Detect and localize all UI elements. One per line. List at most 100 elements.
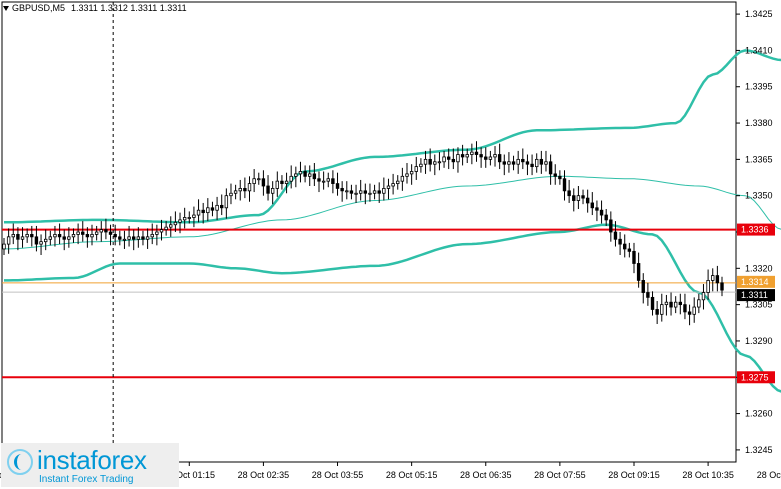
- candle: [535, 153, 539, 173]
- candle: [660, 293, 664, 322]
- candle: [562, 170, 567, 201]
- candle: [2, 238, 6, 255]
- candle: [423, 150, 428, 174]
- candle: [349, 184, 354, 200]
- current-price-tag-box: [737, 289, 775, 302]
- candle-body: [562, 178, 567, 192]
- candle: [692, 297, 696, 323]
- candle-body: [94, 231, 99, 235]
- candle: [11, 223, 15, 245]
- candle: [345, 181, 349, 200]
- y-tick-label: 1.3305: [745, 300, 773, 310]
- candle: [604, 209, 608, 226]
- candle: [720, 276, 724, 297]
- candle: [382, 177, 386, 201]
- candle: [641, 273, 645, 304]
- candle-body: [581, 195, 585, 199]
- bollinger-lower-band: [4, 223, 781, 393]
- candle-body: [701, 292, 706, 301]
- candle: [502, 154, 506, 176]
- instaforex-logo-icon: [7, 449, 33, 475]
- candle: [428, 148, 432, 172]
- candle: [215, 196, 219, 220]
- candle-body: [636, 263, 641, 281]
- candle-body: [196, 209, 201, 216]
- candle-body: [530, 163, 534, 168]
- candle: [488, 150, 493, 166]
- candle-body: [396, 180, 400, 184]
- candle: [20, 227, 25, 248]
- candle-body: [229, 192, 233, 197]
- candle-body: [340, 188, 344, 192]
- candle-body: [627, 248, 632, 252]
- candle: [567, 179, 571, 203]
- candle-body: [247, 183, 252, 192]
- candle-body: [206, 207, 210, 214]
- candle: [280, 175, 284, 190]
- candle: [372, 184, 377, 200]
- dropdown-triangle-icon[interactable]: [3, 5, 9, 11]
- candle: [493, 146, 497, 167]
- candle-body: [692, 306, 696, 315]
- candle: [48, 230, 53, 246]
- candle-body: [25, 234, 29, 238]
- candle-body: [497, 154, 502, 163]
- candle-body: [535, 158, 539, 168]
- candle-body: [39, 241, 43, 245]
- candle: [275, 171, 280, 197]
- candle: [553, 164, 557, 185]
- candle-body: [521, 158, 525, 163]
- candle: [90, 224, 94, 246]
- level-tag-upper-text: 1.3336: [741, 225, 769, 235]
- level-tag-upper: 1.3336: [737, 223, 775, 236]
- candle-body: [261, 178, 266, 187]
- candle: [646, 282, 650, 306]
- candle: [220, 194, 224, 216]
- x-tick-label: 28 Oct 10:35: [682, 470, 734, 480]
- current-price-tag-text: 1.3311: [741, 290, 768, 300]
- candle: [303, 165, 307, 183]
- candle-body: [687, 311, 692, 315]
- candle: [192, 206, 196, 228]
- level-tag-lower-box: [737, 371, 775, 384]
- candle: [595, 200, 599, 222]
- candle: [261, 170, 266, 196]
- brand-tagline: Instant Forex Trading: [39, 474, 134, 485]
- candle: [479, 147, 483, 168]
- x-tick-label: 28 Oct 03:55: [312, 470, 364, 480]
- candle-body: [572, 195, 576, 201]
- candle-body: [502, 161, 506, 165]
- candle: [525, 154, 530, 176]
- candle: [145, 228, 150, 249]
- candle: [599, 200, 604, 224]
- candle: [530, 154, 534, 176]
- candles: [2, 141, 724, 326]
- candle: [39, 234, 43, 255]
- bid-tag-box: [737, 275, 775, 288]
- candle-body: [655, 309, 659, 315]
- candle: [308, 165, 312, 186]
- candle-body: [317, 178, 321, 182]
- candle: [340, 181, 344, 202]
- candle-body: [76, 231, 80, 235]
- candle: [678, 293, 683, 315]
- y-tick-label: 1.3365: [745, 154, 773, 164]
- candle: [581, 189, 585, 205]
- candle: [632, 242, 636, 274]
- candle: [687, 304, 692, 326]
- candle: [335, 172, 340, 196]
- x-tick-label: 28 Oct 02:35: [238, 470, 290, 480]
- candle: [229, 183, 233, 205]
- candle: [284, 172, 289, 194]
- candle-body: [30, 234, 34, 238]
- candle-body: [382, 188, 386, 194]
- candle: [548, 154, 553, 185]
- candle: [331, 170, 335, 194]
- candle: [484, 147, 488, 168]
- candle-body: [678, 301, 683, 306]
- candle-body: [243, 188, 247, 192]
- candle-body: [71, 234, 76, 238]
- candle-body: [275, 180, 280, 189]
- candle-body: [650, 296, 655, 310]
- candle-body: [451, 158, 456, 163]
